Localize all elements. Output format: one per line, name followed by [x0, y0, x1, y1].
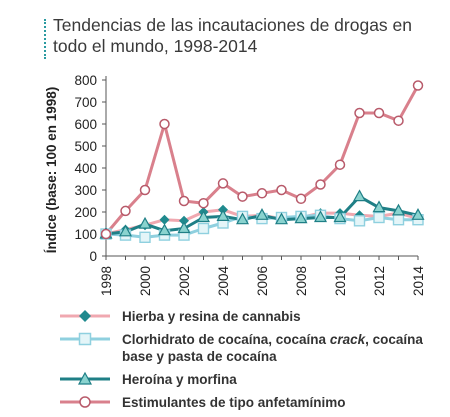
series-3-point	[178, 195, 190, 207]
chart-title: Tendencias de las incautaciones de droga…	[53, 15, 412, 56]
series-1-point	[353, 215, 366, 227]
legend-item-cocaina: Clorhidrato de cocaína, cocaína crack, c…	[58, 331, 443, 365]
series-2-point	[235, 212, 250, 225]
x-tick-label: 2002	[177, 266, 192, 296]
series-3-point	[276, 184, 287, 196]
y-axis-label: Índice (base: 100 en 1998)	[44, 87, 59, 254]
y-tick-label: 400	[74, 161, 97, 176]
series-2-point	[157, 223, 172, 236]
legend-item-heroina: Heroína y morfina	[58, 371, 443, 388]
series-3-point	[120, 205, 131, 217]
series-3-point	[100, 228, 112, 240]
series-1-point	[373, 211, 385, 224]
series-0-point	[179, 215, 189, 226]
y-tick-label: 500	[74, 139, 97, 154]
x-tick-label: 2012	[372, 266, 387, 296]
legend-label-cocaina-part3: , cocaína base y pasta de cocaína	[122, 332, 423, 364]
series-0-point	[159, 214, 170, 225]
legend-swatch-cannabis	[60, 310, 110, 322]
series-3-point	[139, 184, 151, 196]
series-2-point	[352, 189, 367, 202]
y-tick-label: 600	[74, 117, 97, 132]
legend-label-ats: Estimulantes de tipo anfetamínimo	[122, 395, 346, 410]
series-2-point	[372, 200, 386, 213]
legend-label-cocaina-part1: Clorhidrato de cocaína, cocaína	[122, 332, 330, 347]
y-tick-label: 300	[74, 183, 97, 198]
series-2-point	[196, 210, 211, 223]
series-2-point	[333, 210, 347, 223]
x-tick-label: 2008	[294, 266, 309, 296]
legend-swatch-heroina	[60, 371, 110, 385]
series-3-point	[295, 193, 307, 205]
series-1-point	[139, 231, 151, 244]
x-tick-label: 2004	[216, 266, 231, 297]
y-tick-label: 700	[74, 95, 97, 110]
y-tick-label: 100	[74, 227, 97, 242]
chart-legend: Hierba y resina de cannabis Clorhidrato …	[58, 308, 443, 417]
series-2-point	[177, 221, 191, 234]
series-3-point	[217, 178, 229, 189]
series-2-point	[391, 203, 406, 216]
series-3-point	[393, 115, 404, 126]
x-tick-label: 2014	[411, 266, 426, 297]
x-tick-label: 1998	[99, 266, 114, 296]
series-2-point	[313, 210, 328, 223]
legend-label-cocaina-crack: crack	[329, 332, 366, 347]
x-tick-label: 2006	[255, 266, 270, 296]
x-tick-label: 2010	[333, 266, 348, 296]
series-2-point	[294, 211, 308, 224]
series-3-point	[373, 107, 385, 119]
series-3-point	[315, 179, 326, 190]
legend-item-ats: Estimulantes de tipo anfetamínimo	[58, 394, 443, 411]
series-3-point	[256, 188, 268, 199]
legend-label-heroina: Heroína y morfina	[122, 372, 237, 387]
title-accent-bar	[44, 19, 52, 59]
legend-swatch-ats	[60, 396, 110, 408]
series-3-point	[334, 159, 346, 170]
series-3-point	[412, 80, 424, 91]
series-2-point	[216, 209, 230, 221]
series-3-point	[237, 191, 248, 202]
legend-label-cannabis: Hierba y resina de cannabis	[122, 309, 301, 324]
y-tick-label: 200	[74, 205, 97, 220]
series-2-point	[274, 212, 289, 225]
series-2-point	[118, 224, 133, 237]
legend-swatch-cocaina	[60, 332, 110, 346]
y-tick-label: 0	[89, 249, 97, 264]
legend-label-cocaina: Clorhidrato de cocaína, cocaína crack, c…	[122, 331, 443, 365]
series-3-point	[198, 197, 209, 209]
series-1-point	[392, 213, 405, 226]
y-tick-label: 800	[74, 73, 97, 88]
legend-item-cannabis: Hierba y resina de cannabis	[58, 308, 443, 325]
series-3-point	[354, 107, 365, 119]
series-1-point	[197, 222, 210, 235]
series-3-point	[159, 118, 170, 130]
x-tick-label: 2000	[138, 266, 153, 296]
series-2-point	[138, 216, 152, 229]
series-2-point	[411, 208, 425, 220]
series-2-point	[255, 208, 269, 220]
